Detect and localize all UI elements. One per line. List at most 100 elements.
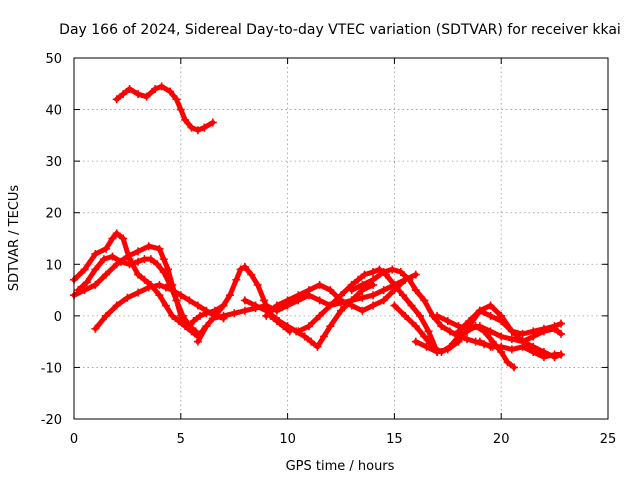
data-point [102,244,111,253]
data-point [497,332,506,341]
data-point [337,291,345,300]
data-point [275,317,284,326]
data-point [119,90,128,99]
data-point [99,255,108,264]
data-point [80,265,89,274]
data-point [283,296,292,305]
data-point [112,229,121,238]
data-point [369,275,378,284]
data-point [405,275,414,284]
data-point [411,286,420,295]
data-point [390,301,399,310]
data-point [300,332,309,341]
data-point [202,306,211,315]
data-point [108,234,117,243]
series-arc5 [91,280,228,333]
data-point [230,309,239,318]
data-point [315,280,324,289]
x-tick-label: 10 [279,432,296,447]
data-point [529,347,538,356]
data-point [388,265,397,274]
data-point [396,268,405,277]
data-point [304,322,313,331]
data-point [172,296,181,305]
data-point [379,296,388,305]
data-point [208,314,217,323]
data-point [251,301,260,310]
data-point [196,311,205,320]
data-point [153,260,162,269]
series-arc1 [112,82,217,135]
data-point [369,301,378,310]
data-point [454,337,463,346]
x-tick-label: 25 [600,432,617,447]
data-point [134,270,143,279]
y-tick-label: 40 [45,104,62,119]
data-point [507,345,516,354]
data-point [557,319,566,328]
data-point [411,337,420,346]
x-tick-label: 0 [70,432,78,447]
data-point [161,301,170,310]
data-point [134,247,143,256]
data-point [443,345,452,354]
data-point [503,358,512,367]
data-point [407,301,416,310]
data-point [475,306,484,315]
data-point [240,262,249,271]
data-point [262,311,271,320]
y-tick-label: 0 [54,310,62,325]
series-arc7 [208,275,410,323]
data-point [166,87,175,96]
data-point [326,301,335,310]
data-point [185,296,194,305]
data-point [208,118,217,127]
data-point [74,286,83,295]
data-series [70,82,566,372]
data-point [294,327,303,336]
data-point [358,293,367,302]
data-point [193,126,202,135]
data-point [125,84,134,93]
data-point [108,252,117,261]
series-arc10 [294,265,442,356]
data-point [401,311,410,320]
data-point [411,322,420,331]
y-tick-label: 10 [45,258,62,273]
data-point [420,332,429,341]
data-point [486,327,495,336]
data-point [178,311,187,320]
plot-frame [73,57,609,420]
x-tick-label: 15 [386,432,403,447]
data-point [91,324,100,333]
data-point [155,244,164,253]
data-point [168,286,177,295]
data-point [91,249,100,258]
grid-lines [74,58,608,419]
data-point [294,291,303,300]
data-point [189,317,198,326]
data-point [191,327,200,336]
data-point [155,280,164,289]
x-axis-label: GPS time / hours [286,459,395,474]
data-point [422,342,431,351]
data-point [125,260,134,269]
data-point [116,257,125,266]
data-point [134,90,143,99]
data-point [146,255,155,264]
data-point [358,306,367,315]
data-point [236,265,245,274]
data-point [123,252,132,261]
x-tick-label: 20 [493,432,510,447]
data-point [102,311,111,320]
data-point [161,283,170,292]
y-tick-label: -20 [41,413,62,428]
data-point [416,311,425,320]
data-point [151,84,160,93]
data-point [486,311,495,320]
data-point [91,265,100,274]
data-point [445,327,454,336]
data-point [140,275,149,284]
data-point [390,280,399,289]
data-point [486,301,495,310]
